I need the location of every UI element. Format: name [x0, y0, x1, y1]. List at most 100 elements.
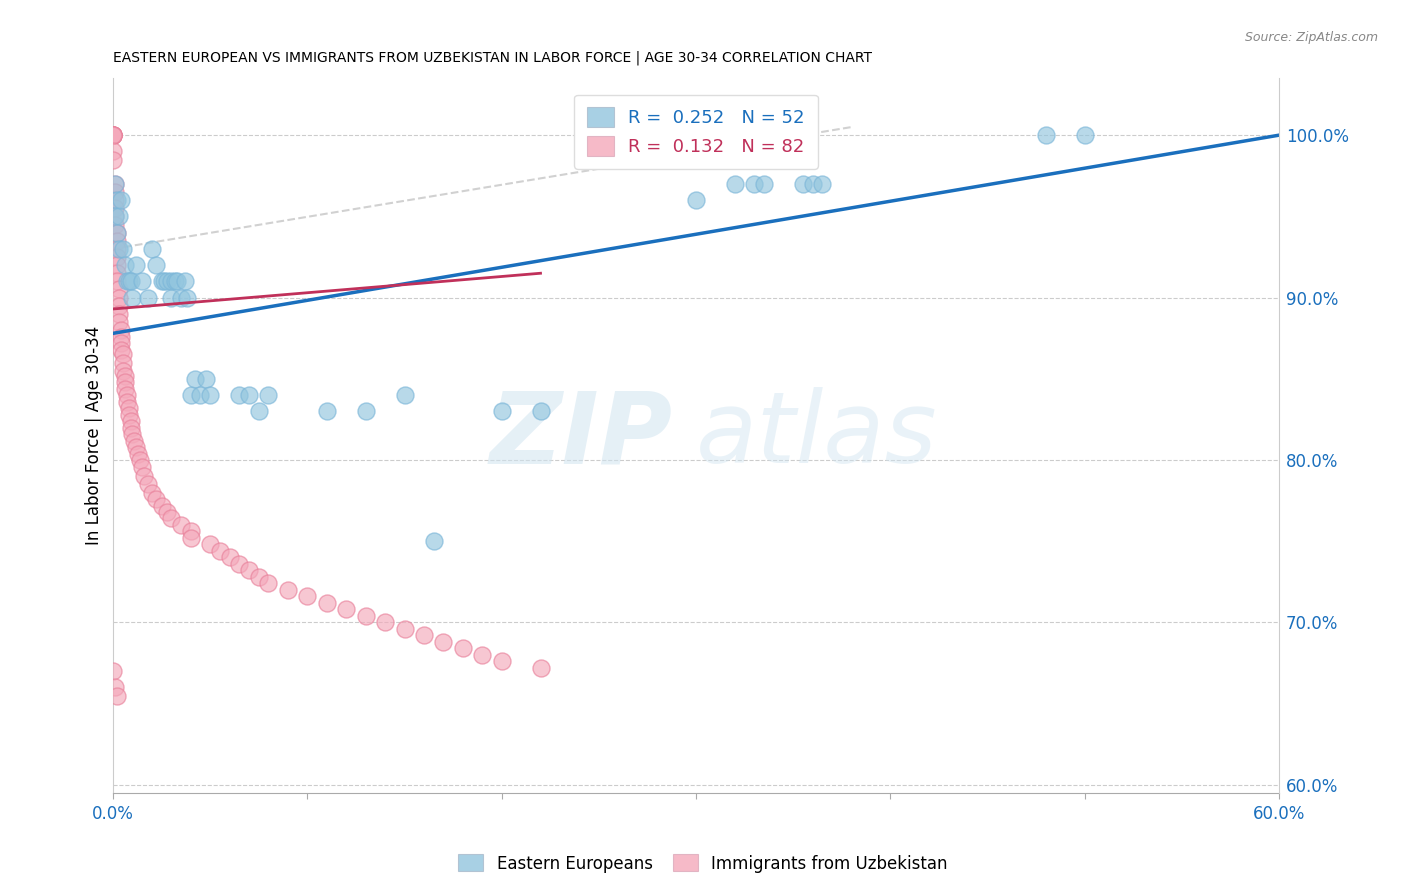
Point: [141, 485, 163, 500]
Point: [145, 258, 167, 272]
Point: [121, 427, 143, 442]
Point: [176, 291, 198, 305]
Point: [105, 250, 128, 264]
Point: [111, 364, 134, 378]
Point: [114, 382, 136, 396]
Point: [257, 388, 280, 402]
Point: [101, 128, 124, 143]
Point: [110, 329, 132, 343]
Point: [114, 368, 136, 383]
Point: [247, 570, 270, 584]
Point: [120, 420, 142, 434]
Point: [121, 291, 143, 305]
Point: [104, 185, 127, 199]
Point: [315, 596, 337, 610]
Point: [117, 408, 139, 422]
Point: [104, 193, 127, 207]
Point: [108, 299, 131, 313]
Point: [110, 336, 132, 351]
Point: [101, 128, 124, 143]
Point: [200, 388, 222, 402]
Point: [101, 128, 124, 143]
Point: [101, 128, 124, 143]
Point: [105, 266, 128, 280]
Point: [394, 622, 416, 636]
Point: [228, 388, 250, 402]
Point: [115, 394, 138, 409]
Point: [124, 434, 146, 448]
Point: [529, 404, 551, 418]
Point: [170, 518, 193, 533]
Text: ZIP: ZIP: [489, 387, 672, 484]
Point: [105, 234, 128, 248]
Point: [335, 602, 357, 616]
Point: [120, 274, 142, 288]
Point: [156, 274, 179, 288]
Point: [257, 576, 280, 591]
Point: [117, 274, 139, 288]
Point: [134, 469, 156, 483]
Text: atlas: atlas: [696, 387, 938, 484]
Point: [238, 388, 260, 402]
Point: [108, 291, 131, 305]
Point: [105, 226, 128, 240]
Point: [685, 193, 707, 207]
Point: [111, 347, 134, 361]
Point: [190, 388, 212, 402]
Point: [104, 681, 127, 695]
Point: [208, 544, 231, 558]
Point: [742, 177, 765, 191]
Point: [491, 655, 513, 669]
Point: [110, 323, 132, 337]
Legend: R =  0.252   N = 52, R =  0.132   N = 82: R = 0.252 N = 52, R = 0.132 N = 82: [574, 95, 818, 169]
Point: [529, 661, 551, 675]
Point: [150, 274, 173, 288]
Point: [160, 511, 183, 525]
Text: Source: ZipAtlas.com: Source: ZipAtlas.com: [1244, 31, 1378, 45]
Point: [422, 534, 444, 549]
Point: [160, 274, 183, 288]
Point: [1035, 128, 1057, 143]
Point: [120, 414, 142, 428]
Point: [354, 404, 377, 418]
Point: [104, 201, 127, 215]
Point: [136, 477, 159, 491]
Point: [247, 404, 270, 418]
Point: [108, 315, 131, 329]
Point: [200, 537, 222, 551]
Point: [374, 615, 396, 630]
Point: [160, 291, 183, 305]
Point: [141, 242, 163, 256]
Point: [174, 274, 197, 288]
Point: [277, 582, 299, 597]
Point: [101, 128, 124, 143]
Point: [131, 274, 153, 288]
Point: [801, 177, 824, 191]
Point: [354, 609, 377, 624]
Point: [811, 177, 834, 191]
Point: [150, 499, 173, 513]
Point: [115, 274, 138, 288]
Point: [491, 404, 513, 418]
Point: [115, 388, 138, 402]
Point: [104, 177, 127, 191]
Point: [131, 459, 153, 474]
Point: [101, 145, 124, 159]
Point: [105, 242, 128, 256]
Point: [105, 193, 128, 207]
Point: [315, 404, 337, 418]
Y-axis label: In Labor Force | Age 30-34: In Labor Force | Age 30-34: [86, 326, 103, 545]
Point: [108, 283, 131, 297]
Point: [394, 388, 416, 402]
Point: [110, 193, 132, 207]
Point: [105, 274, 128, 288]
Point: [114, 258, 136, 272]
Point: [1073, 128, 1095, 143]
Point: [724, 177, 747, 191]
Point: [432, 635, 454, 649]
Point: [110, 343, 132, 357]
Point: [117, 401, 139, 415]
Point: [238, 564, 260, 578]
Point: [180, 388, 202, 402]
Point: [108, 307, 131, 321]
